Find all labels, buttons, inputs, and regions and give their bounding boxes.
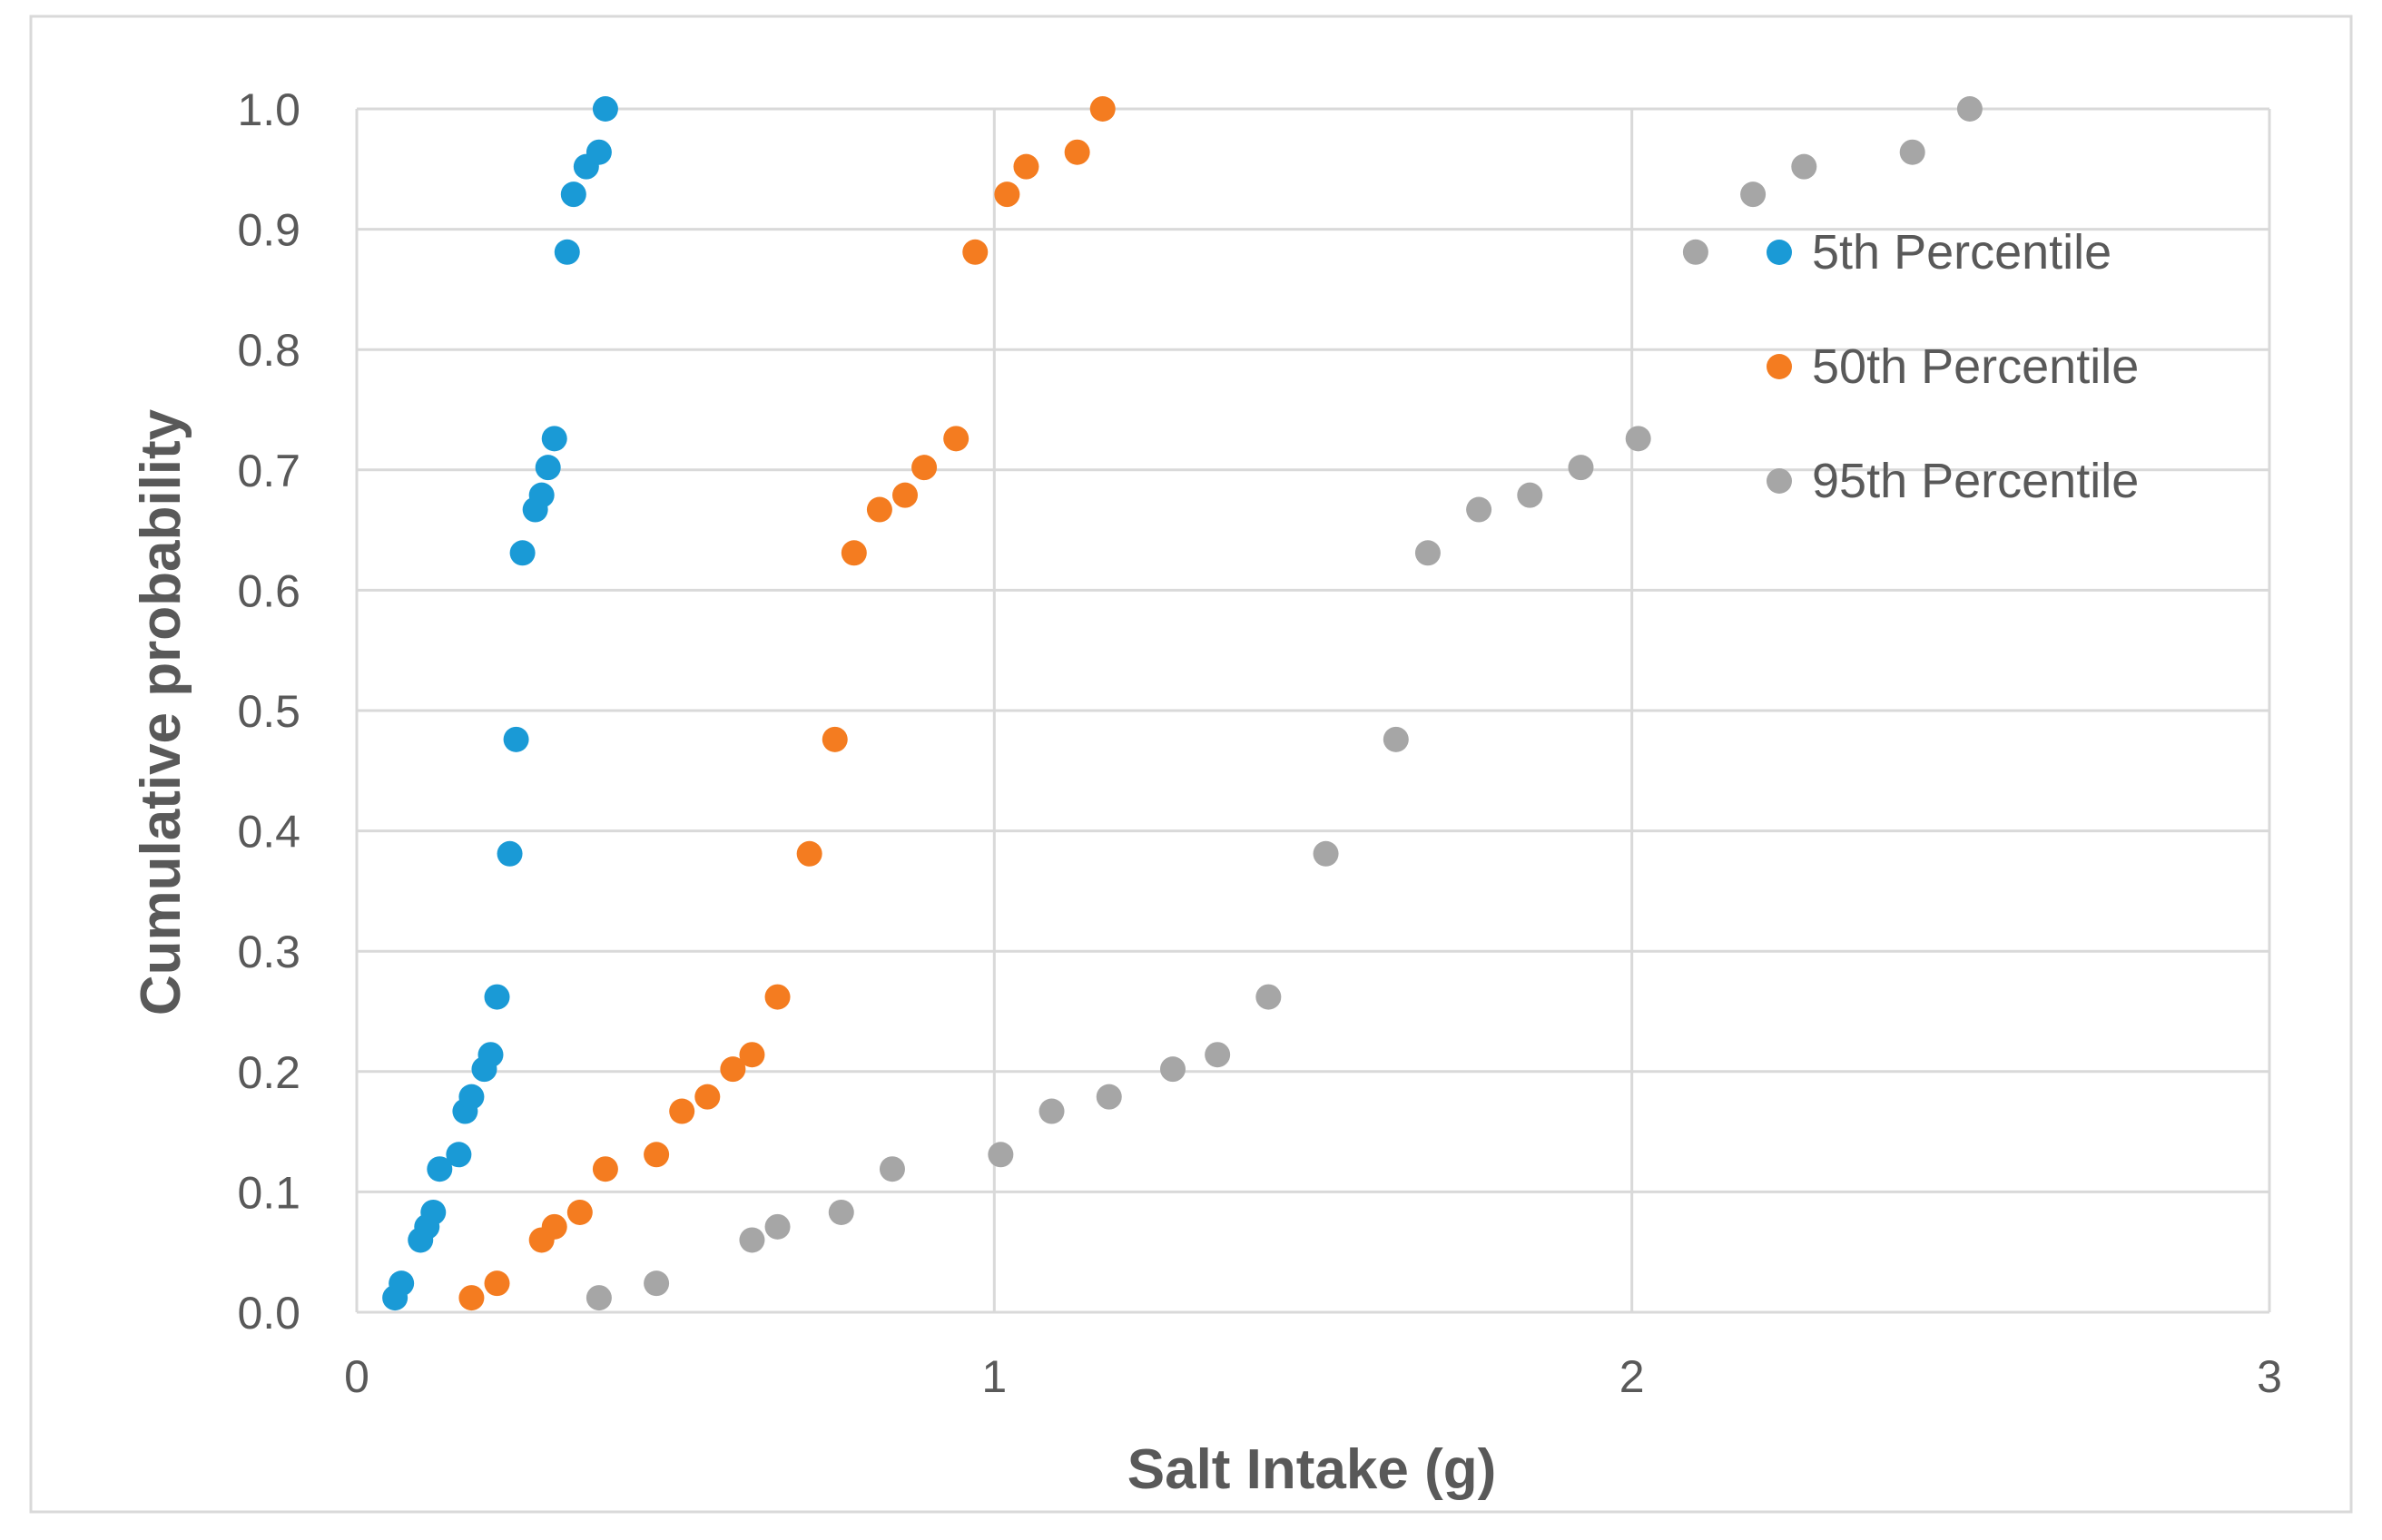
data-point-series-2 bbox=[911, 455, 938, 481]
data-point-series-1 bbox=[503, 726, 529, 752]
data-point-series-3 bbox=[1414, 540, 1441, 566]
x-tick-label: 1 bbox=[981, 1351, 1007, 1402]
data-point-series-3 bbox=[988, 1142, 1014, 1168]
data-point-series-2 bbox=[592, 1156, 618, 1182]
data-point-series-2 bbox=[1013, 153, 1039, 180]
data-point-series-1 bbox=[420, 1199, 447, 1225]
data-point-series-2 bbox=[458, 1285, 485, 1311]
data-point-series-1 bbox=[389, 1270, 415, 1297]
data-point-series-1 bbox=[541, 426, 567, 452]
data-point-series-3 bbox=[1791, 153, 1817, 180]
data-point-series-2 bbox=[541, 1213, 567, 1240]
gridlines bbox=[355, 107, 2271, 1314]
data-point-series-1 bbox=[497, 840, 523, 867]
y-tick-label: 0.5 bbox=[237, 686, 300, 737]
y-tick-label: 1.0 bbox=[237, 84, 300, 135]
y-axis-title: Cumulative probability bbox=[130, 408, 192, 1015]
data-point-series-3 bbox=[1038, 1098, 1065, 1124]
data-point-series-2 bbox=[962, 239, 989, 265]
legend-marker bbox=[1767, 354, 1792, 379]
data-point-series-1 bbox=[477, 1042, 504, 1068]
data-point-series-1 bbox=[509, 540, 536, 566]
data-point-series-1 bbox=[560, 181, 586, 208]
data-point-series-1 bbox=[554, 239, 580, 265]
data-point-series-3 bbox=[1313, 840, 1339, 867]
data-point-series-3 bbox=[1740, 181, 1767, 208]
data-point-series-2 bbox=[484, 1270, 510, 1297]
y-tick-label: 0.8 bbox=[237, 325, 300, 376]
data-point-series-2 bbox=[669, 1098, 695, 1124]
data-point-series-2 bbox=[841, 540, 867, 566]
y-tick-label: 0.2 bbox=[237, 1047, 300, 1098]
data-point-series-1 bbox=[586, 139, 612, 165]
y-tick-label: 0.9 bbox=[237, 205, 300, 256]
data-point-series-1 bbox=[427, 1156, 453, 1182]
legend-label: 95th Percentile bbox=[1812, 454, 2139, 508]
data-point-series-3 bbox=[764, 1213, 791, 1240]
axes: 0.0 0.1 0.2 0.3 0.4 0.5 0.6 0.7 0.8 0.9 1.0 0 1 2 3 bbox=[237, 84, 2281, 1402]
data-point-series-3 bbox=[1159, 1056, 1186, 1083]
data-point-series-2 bbox=[644, 1142, 670, 1168]
legend-label: 5th Percentile bbox=[1812, 225, 2111, 280]
legend-label: 50th Percentile bbox=[1812, 339, 2139, 394]
data-point-series-3 bbox=[1096, 1084, 1122, 1110]
data-point-series-1 bbox=[535, 455, 561, 481]
y-tick-label: 0.7 bbox=[237, 446, 300, 496]
data-point-series-2 bbox=[1064, 139, 1090, 165]
data-point-series-3 bbox=[1956, 96, 1983, 122]
data-point-series-1 bbox=[484, 984, 510, 1010]
data-point-series-3 bbox=[1466, 496, 1492, 523]
data-point-series-3 bbox=[586, 1285, 612, 1311]
data-point-series-3 bbox=[1205, 1042, 1231, 1068]
data-point-series-3 bbox=[1568, 455, 1594, 481]
data-point-series-2 bbox=[994, 181, 1020, 208]
data-point-series-2 bbox=[566, 1199, 593, 1225]
data-point-series-3 bbox=[828, 1199, 854, 1225]
legend: 5th Percentile 50th Percentile 95th Percen… bbox=[1767, 225, 2139, 508]
data-point-series-2 bbox=[866, 496, 892, 523]
data-point-series-3 bbox=[1625, 426, 1651, 452]
data-point-series-2 bbox=[796, 840, 822, 867]
x-tick-label: 2 bbox=[1619, 1351, 1645, 1402]
y-tick-label: 0.1 bbox=[237, 1167, 300, 1218]
legend-marker bbox=[1767, 240, 1792, 265]
data-point-series-2 bbox=[943, 426, 970, 452]
x-tick-label: 3 bbox=[2257, 1351, 2282, 1402]
data-point-series-2 bbox=[1089, 96, 1116, 122]
data-point-series-2 bbox=[720, 1056, 746, 1083]
data-point-series-3 bbox=[1383, 726, 1409, 752]
data-point-series-3 bbox=[1517, 482, 1543, 508]
data-point-series-1 bbox=[458, 1084, 485, 1110]
y-tick-label: 0.4 bbox=[237, 807, 300, 858]
y-tick-label: 0.6 bbox=[237, 565, 300, 616]
data-point-series-3 bbox=[1682, 239, 1708, 265]
legend-marker bbox=[1767, 468, 1792, 494]
data-point-series-1 bbox=[592, 96, 618, 122]
data-point-series-2 bbox=[694, 1084, 721, 1110]
data-point-series-3 bbox=[1899, 139, 1925, 165]
y-tick-label: 0.0 bbox=[237, 1288, 300, 1339]
chart-outer-border bbox=[29, 15, 2353, 1514]
data-point-series-2 bbox=[892, 482, 919, 508]
data-point-series-2 bbox=[764, 984, 791, 1010]
data-point-series-2 bbox=[822, 726, 848, 752]
data-point-series-2 bbox=[739, 1042, 765, 1068]
data-point-series-1 bbox=[528, 482, 555, 508]
data-points bbox=[382, 96, 1983, 1311]
x-tick-label: 0 bbox=[344, 1351, 369, 1402]
data-point-series-3 bbox=[644, 1270, 670, 1297]
data-point-series-1 bbox=[446, 1142, 472, 1168]
data-point-series-3 bbox=[739, 1227, 765, 1253]
data-point-series-3 bbox=[1255, 984, 1282, 1010]
x-axis-title: Salt Intake (g) bbox=[1127, 1438, 1497, 1501]
y-tick-label: 0.3 bbox=[237, 927, 300, 977]
data-point-series-3 bbox=[879, 1156, 905, 1182]
